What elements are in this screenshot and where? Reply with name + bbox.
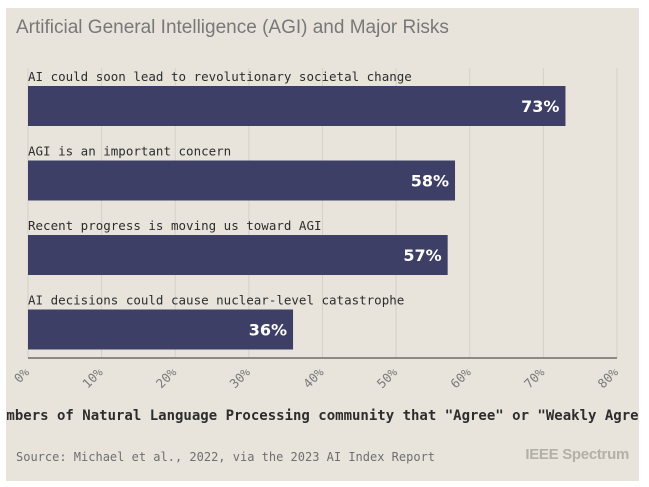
x-axis-label-container: Members of Natural Language Processing c…	[6, 408, 639, 430]
bar-value-label: 73%	[521, 97, 559, 116]
x-tick-label: 50%	[374, 364, 401, 391]
bar	[28, 86, 566, 126]
category-label: AI decisions could cause nuclear-level c…	[28, 293, 404, 308]
x-tick-label: 80%	[595, 364, 622, 391]
bars	[28, 86, 566, 350]
bar-chart: AI could soon lead to revolutionary soci…	[11, 68, 622, 391]
bar-value-label: 58%	[411, 172, 449, 191]
chart-card: Artificial General Intelligence (AGI) an…	[6, 8, 639, 481]
bar	[28, 309, 294, 350]
value-labels: 73% 58% 57% 36%	[249, 97, 560, 340]
source-note: Source: Michael et al., 2022, via the 20…	[16, 450, 436, 464]
x-tick-label: 70%	[521, 364, 548, 391]
bar-value-label: 57%	[403, 246, 441, 265]
bar	[28, 235, 448, 275]
x-tick-label: 20%	[153, 364, 180, 391]
x-tick-label: 30%	[226, 364, 253, 391]
x-tick-label: 40%	[300, 364, 327, 391]
category-label: AI could soon lead to revolutionary soci…	[28, 69, 412, 84]
chart-title: Artificial General Intelligence (AGI) an…	[16, 17, 449, 38]
category-labels: AI could soon lead to revolutionary soci…	[28, 69, 412, 308]
category-label: AGI is an important concern	[28, 144, 231, 159]
x-axis-label: Members of Natural Language Processing c…	[6, 408, 639, 424]
bar	[28, 160, 456, 201]
x-tick-label: 60%	[447, 364, 474, 391]
category-label: Recent progress is moving us toward AGI	[28, 218, 322, 233]
x-tick-label: 10%	[79, 364, 106, 391]
bar-value-label: 36%	[249, 321, 287, 340]
x-tick-labels: 0% 10% 20% 30% 40% 50% 60% 70% 80%	[11, 364, 622, 391]
ieee-spectrum-logo: IEEE Spectrum	[525, 446, 629, 463]
x-tick-label: 0%	[11, 364, 33, 386]
